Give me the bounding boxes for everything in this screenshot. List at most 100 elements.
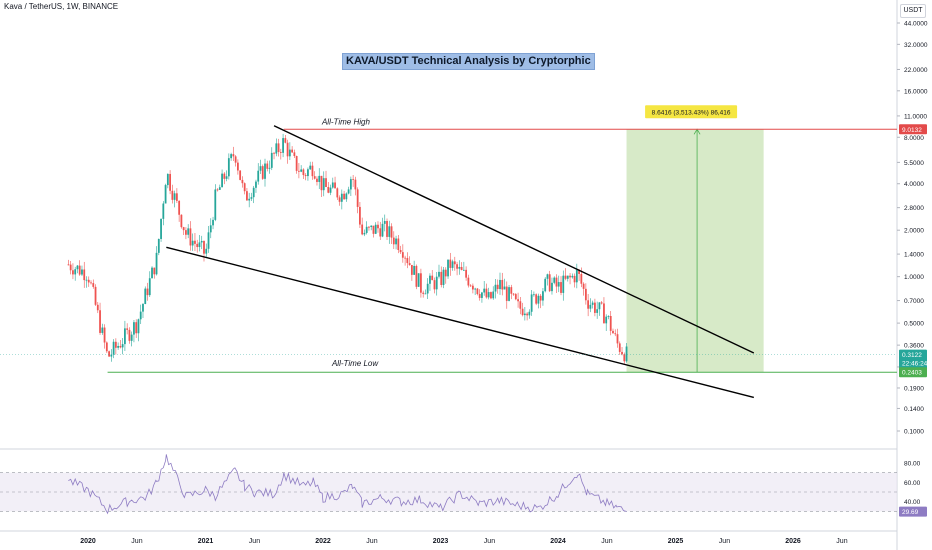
candle-body: [325, 178, 327, 188]
candle-body: [499, 279, 501, 290]
candle-body: [268, 167, 271, 169]
candle-body: [614, 333, 617, 335]
candle-body: [250, 197, 253, 199]
candle-body: [101, 327, 104, 333]
time-tick-label: Jun: [484, 538, 495, 545]
candle-body: [356, 189, 359, 207]
candle-body: [399, 250, 402, 253]
candle-body: [153, 267, 156, 275]
candle-body: [171, 190, 174, 200]
candle-body: [257, 170, 260, 182]
candle-body: [148, 278, 151, 296]
candle-body: [340, 193, 343, 202]
candle-body: [465, 269, 468, 278]
candle-body: [313, 176, 316, 179]
candle-body: [212, 219, 214, 226]
candle-body: [322, 178, 325, 191]
candle-body: [76, 265, 79, 270]
candle-body: [155, 252, 158, 275]
candle-body: [510, 287, 513, 294]
candle-body: [528, 311, 531, 316]
candle-body: [476, 288, 479, 295]
candle-body: [223, 173, 226, 179]
candle-body: [372, 225, 375, 234]
candle-body: [151, 267, 153, 279]
rsi-tick-label: 40.00: [904, 499, 921, 506]
currency-button[interactable]: USDT: [900, 4, 926, 18]
candle-body: [555, 277, 558, 287]
candle-body: [508, 287, 510, 301]
candle-body: [309, 165, 312, 170]
candle-body: [589, 304, 592, 309]
candle-body: [451, 261, 454, 268]
time-tick-label: Jun: [366, 538, 377, 545]
candle-body: [386, 220, 388, 237]
candle-body: [503, 286, 506, 290]
candle-body: [157, 238, 160, 253]
candle-body: [90, 282, 92, 284]
candle-body: [266, 163, 269, 169]
candle-body: [142, 303, 144, 312]
candle-body: [94, 286, 97, 305]
time-tick-label: Jun: [249, 538, 260, 545]
candle-body: [146, 288, 149, 296]
candle-body: [458, 266, 461, 269]
candle-body: [92, 283, 95, 287]
candle-body: [474, 288, 477, 290]
candle-body: [259, 166, 262, 171]
candle-body: [96, 304, 99, 311]
candle-body: [87, 279, 90, 283]
candle-body: [603, 303, 605, 324]
candle-body: [69, 264, 72, 271]
candle-body: [349, 179, 352, 190]
candle-body: [417, 273, 420, 287]
price-tick-label: 4.0000: [904, 181, 924, 188]
price-tick-label: 22.0000: [904, 67, 928, 74]
candle-body: [539, 295, 542, 301]
candle-body: [471, 285, 474, 290]
candle-body: [295, 156, 298, 171]
candle-body: [408, 263, 411, 266]
candle-body: [553, 277, 556, 283]
price-tick-label: 8.0000: [904, 135, 924, 142]
candle-body: [359, 206, 361, 225]
candle-body: [209, 225, 212, 233]
target-zone: [626, 129, 764, 373]
candle-body: [426, 283, 429, 294]
candle-body: [345, 193, 348, 200]
candle-body: [594, 302, 596, 313]
candle-body: [74, 269, 77, 275]
candle-body: [173, 193, 176, 200]
price-tick-label: 0.3600: [904, 343, 924, 350]
rsi-band: [0, 472, 897, 512]
candle-body: [124, 328, 126, 345]
candle-body: [485, 288, 488, 298]
candle-body: [105, 342, 108, 352]
candle-body: [236, 162, 239, 171]
candle-body: [205, 248, 208, 254]
candle-body: [566, 275, 569, 279]
price-tick-label: 5.5000: [904, 160, 924, 167]
candle-body: [521, 308, 524, 316]
candle-body: [542, 291, 544, 301]
candle-body: [133, 322, 135, 335]
trendline-1: [273, 125, 755, 354]
candle-body: [587, 300, 590, 309]
candle-body: [200, 240, 203, 243]
candle-body: [180, 214, 183, 228]
price-tick-label: 0.1900: [904, 385, 924, 392]
time-tick-label: 2026: [785, 538, 801, 545]
candle-body: [395, 238, 397, 245]
candle-body: [431, 275, 434, 281]
candle-body: [182, 227, 185, 231]
candle-body: [218, 187, 221, 190]
candle-body: [302, 169, 305, 176]
candle-body: [126, 328, 129, 330]
time-tick-label: 2021: [198, 538, 214, 545]
candle-body: [483, 288, 486, 293]
candle-body: [512, 293, 515, 295]
candle-body: [85, 279, 88, 281]
measure-label: 8.6416 (3,513.43%) 86,416: [652, 109, 731, 116]
candle-body: [397, 238, 400, 251]
